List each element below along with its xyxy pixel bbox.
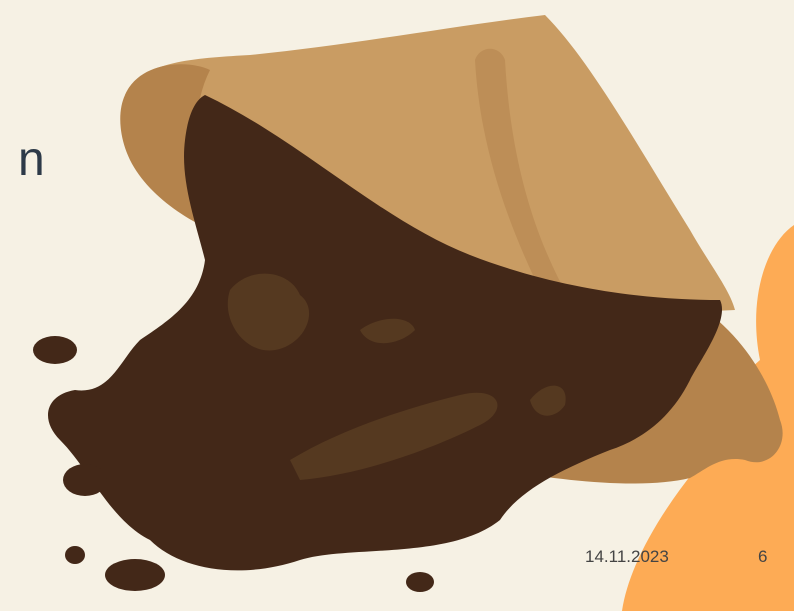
soil-clump (105, 559, 165, 591)
orange-shape (622, 225, 794, 611)
soil-highlight (360, 318, 415, 344)
soil-clump (406, 572, 434, 592)
bag (125, 15, 735, 311)
soil-clump (65, 546, 85, 564)
bag-crease (475, 48, 570, 300)
soil-clump (33, 336, 77, 364)
page-number: 6 (758, 547, 767, 566)
soil-highlight (227, 273, 310, 351)
date: 14.11.2023 (585, 547, 669, 566)
soil-highlight (530, 385, 566, 416)
title-fragment: n (18, 133, 45, 186)
soil-highlight (290, 392, 498, 480)
soil-clump (63, 464, 107, 496)
